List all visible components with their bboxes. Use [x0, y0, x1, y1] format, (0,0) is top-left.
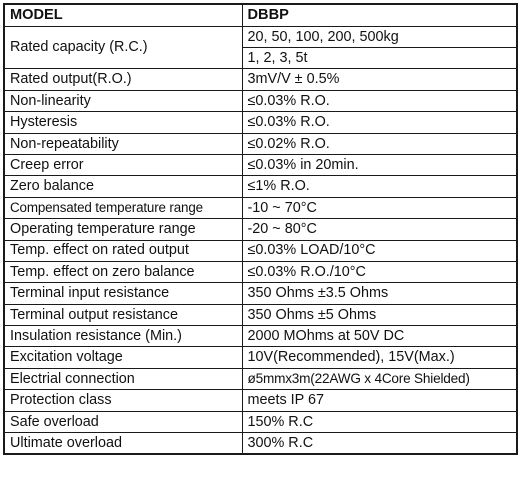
table-row: Zero balance ≤1% R.O.	[3, 175, 518, 198]
spec-value: ≤0.02% R.O.	[241, 132, 518, 155]
spec-value: -20 ~ 80°C	[241, 218, 518, 241]
spec-label: Non-linearity	[3, 89, 243, 113]
table-row: Rated output(R.O.) 3mV/V ± 0.5%	[3, 68, 518, 91]
table-row: Insulation resistance (Min.) 2000 MOhms …	[3, 325, 518, 348]
table-row: Terminal output resistance 350 Ohms ±5 O…	[3, 303, 518, 327]
table-row: Compensated temperature range -10 ~ 70°C	[3, 196, 518, 220]
spec-label: Rated output(R.O.)	[3, 68, 243, 91]
spec-value: ≤1% R.O.	[241, 175, 518, 198]
rated-capacity-value-kg: 20, 50, 100, 200, 500kg	[241, 25, 518, 49]
table-row: Temp. effect on rated output ≤0.03% LOAD…	[3, 239, 518, 262]
spec-label: Compensated temperature range	[3, 196, 243, 220]
spec-label: Terminal input resistance	[3, 282, 243, 305]
model-label: MODEL	[3, 3, 243, 27]
spec-table: MODEL DBBP Rated capacity (R.C.) 20, 50,…	[3, 3, 518, 456]
table-header-row: MODEL DBBP	[3, 3, 518, 27]
rated-capacity-label: Rated capacity (R.C.)	[3, 25, 243, 70]
table-row: Excitation voltage 10V(Recommended), 15V…	[3, 346, 518, 369]
table-row: Creep error ≤0.03% in 20min.	[3, 153, 518, 177]
spec-value: meets IP 67	[241, 389, 518, 412]
spec-label: Insulation resistance (Min.)	[3, 325, 243, 348]
spec-label: Non-repeatability	[3, 132, 243, 155]
model-value: DBBP	[241, 3, 518, 27]
spec-label: Protection class	[3, 389, 243, 412]
spec-label: Excitation voltage	[3, 346, 243, 369]
table-row: Terminal input resistance 350 Ohms ±3.5 …	[3, 282, 518, 305]
spec-label: Zero balance	[3, 175, 243, 198]
rated-capacity-value-t: 1, 2, 3, 5t	[241, 47, 518, 70]
table-row: Ultimate overload 300% R.C	[3, 432, 518, 455]
spec-value: 150% R.C	[241, 410, 518, 434]
spec-value: 10V(Recommended), 15V(Max.)	[241, 346, 518, 369]
spec-value: 2000 MOhms at 50V DC	[241, 325, 518, 348]
table-row: Operating temperature range -20 ~ 80°C	[3, 218, 518, 241]
spec-label: Creep error	[3, 153, 243, 177]
spec-label: Hysteresis	[3, 111, 243, 134]
spec-value: 300% R.C	[241, 432, 518, 455]
spec-value: 350 Ohms ±5 Ohms	[241, 303, 518, 327]
spec-label: Temp. effect on zero balance	[3, 260, 243, 284]
spec-label: Operating temperature range	[3, 218, 243, 241]
spec-label: Temp. effect on rated output	[3, 239, 243, 262]
spec-value: 350 Ohms ±3.5 Ohms	[241, 282, 518, 305]
spec-value: ≤0.03% R.O./10°C	[241, 260, 518, 284]
spec-value: ≤0.03% R.O.	[241, 111, 518, 134]
table-row: Rated capacity (R.C.) 20, 50, 100, 200, …	[3, 25, 518, 70]
spec-value: ≤0.03% LOAD/10°C	[241, 239, 518, 262]
spec-value: ø5mmx3m(22AWG x 4Core Shielded)	[241, 367, 518, 391]
table-row: Temp. effect on zero balance ≤0.03% R.O.…	[3, 260, 518, 284]
table-row: Safe overload 150% R.C	[3, 410, 518, 434]
spec-label: Terminal output resistance	[3, 303, 243, 327]
spec-value: 3mV/V ± 0.5%	[241, 68, 518, 91]
table-row: Electrial connection ø5mmx3m(22AWG x 4Co…	[3, 367, 518, 391]
table-row: Hysteresis ≤0.03% R.O.	[3, 111, 518, 134]
table-row: Non-repeatability ≤0.02% R.O.	[3, 132, 518, 155]
table-row: Non-linearity ≤0.03% R.O.	[3, 89, 518, 113]
spec-value: ≤0.03% in 20min.	[241, 153, 518, 177]
spec-value: -10 ~ 70°C	[241, 196, 518, 220]
spec-label: Safe overload	[3, 410, 243, 434]
spec-value: ≤0.03% R.O.	[241, 89, 518, 113]
table-row: Protection class meets IP 67	[3, 389, 518, 412]
spec-label: Electrial connection	[3, 367, 243, 391]
spec-label: Ultimate overload	[3, 432, 243, 455]
